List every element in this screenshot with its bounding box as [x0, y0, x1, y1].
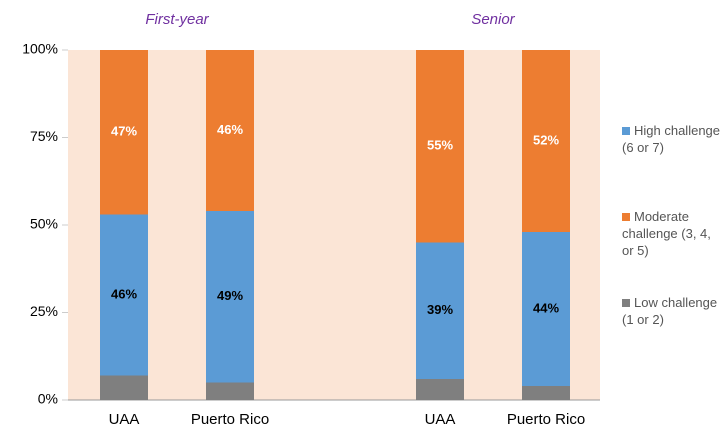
- legend-label: Moderate challenge (3, 4, or 5): [622, 209, 711, 258]
- bar-segment: [416, 379, 464, 400]
- data-label: 47%: [111, 124, 137, 139]
- bar-segment: [522, 386, 570, 400]
- legend-swatch: [622, 127, 630, 135]
- data-label: 55%: [427, 138, 453, 153]
- bar-segment: [416, 242, 464, 379]
- bar-segment: [100, 50, 148, 215]
- x-tick-label: UAA: [425, 411, 456, 428]
- legend-swatch: [622, 299, 630, 307]
- legend-label: High challenge (6 or 7): [622, 123, 721, 155]
- legend-item: High challenge (6 or 7): [622, 122, 722, 156]
- y-tick-label: 100%: [22, 41, 58, 57]
- bar-segment: [206, 211, 254, 383]
- x-tick-label: UAA: [109, 411, 140, 428]
- bar-segment: [522, 50, 570, 232]
- y-tick-label: 25%: [30, 303, 58, 319]
- bar-segment: [206, 50, 254, 211]
- legend-label: Low challenge (1 or 2): [622, 295, 718, 327]
- plot-background: [68, 50, 600, 400]
- y-tick-label: 50%: [30, 216, 58, 232]
- bar-segment: [100, 375, 148, 400]
- y-tick-label: 75%: [30, 128, 58, 144]
- group-label: Senior: [471, 11, 515, 28]
- x-tick-label: Puerto Rico: [507, 411, 585, 428]
- bar-segment: [416, 50, 464, 243]
- group-label: First-year: [145, 11, 209, 28]
- legend-swatch: [622, 213, 630, 221]
- data-label: 46%: [217, 122, 243, 137]
- bar-segment: [206, 382, 254, 400]
- y-tick-label: 0%: [38, 391, 58, 407]
- bar-segment: [100, 214, 148, 376]
- data-label: 49%: [217, 288, 243, 303]
- data-label: 46%: [111, 286, 137, 301]
- bar-segment: [522, 232, 570, 386]
- legend-item: Moderate challenge (3, 4, or 5): [622, 208, 722, 259]
- x-tick-label: Puerto Rico: [191, 411, 269, 428]
- legend-item: Low challenge (1 or 2): [622, 294, 722, 328]
- data-label: 39%: [427, 302, 453, 317]
- data-label: 52%: [533, 132, 559, 147]
- data-label: 44%: [533, 300, 559, 315]
